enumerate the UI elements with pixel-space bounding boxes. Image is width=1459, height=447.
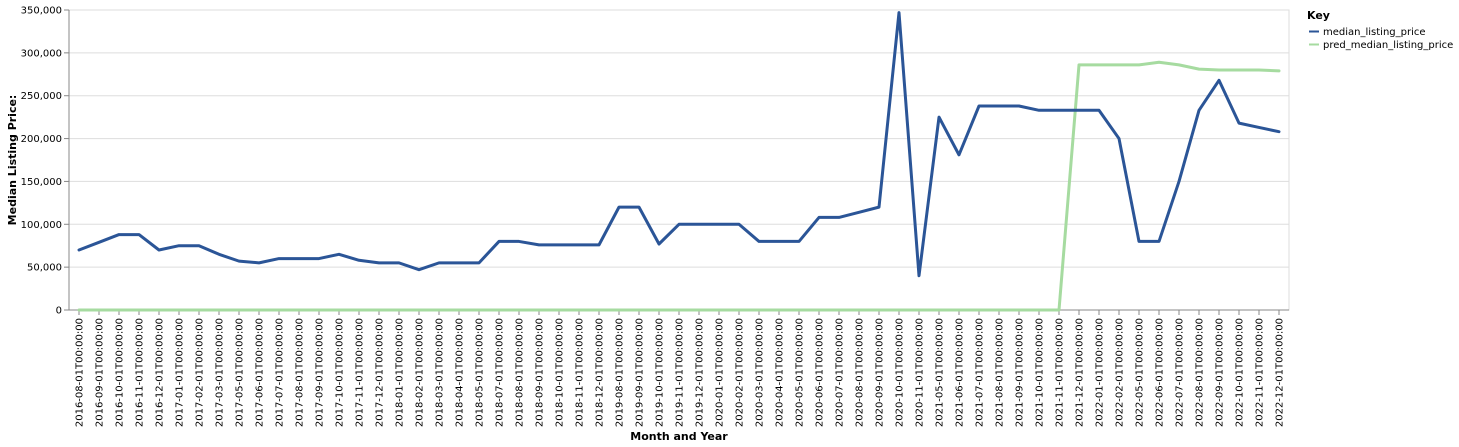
x-tick-label: 2022-07-01T00:00:00 bbox=[1175, 318, 1186, 427]
y-tick-label: 50,000 bbox=[27, 263, 62, 274]
x-tick-label: 2018-09-01T00:00:00 bbox=[535, 318, 546, 427]
x-tick-label: 2020-06-01T00:00:00 bbox=[815, 318, 826, 427]
y-tick-label: 300,000 bbox=[21, 48, 62, 59]
legend-title: Key bbox=[1307, 9, 1330, 22]
x-tick-label: 2022-09-01T00:00:00 bbox=[1215, 318, 1226, 427]
x-tick-label: 2020-03-01T00:00:00 bbox=[755, 318, 766, 427]
x-tick-label: 2018-11-01T00:00:00 bbox=[575, 318, 586, 427]
legend-label: pred_median_listing_price bbox=[1323, 40, 1453, 51]
x-tick-label: 2022-11-01T00:00:00 bbox=[1255, 318, 1266, 427]
x-tick-label: 2021-08-01T00:00:00 bbox=[995, 318, 1006, 427]
x-tick-label: 2022-05-01T00:00:00 bbox=[1135, 318, 1146, 427]
x-tick-label: 2018-08-01T00:00:00 bbox=[515, 318, 526, 427]
x-tick-label: 2021-10-01T00:00:00 bbox=[1035, 318, 1046, 427]
x-tick-label: 2018-10-01T00:00:00 bbox=[555, 318, 566, 427]
x-tick-label: 2020-01-01T00:00:00 bbox=[715, 318, 726, 427]
x-tick-label: 2020-02-01T00:00:00 bbox=[735, 318, 746, 427]
y-tick-label: 100,000 bbox=[21, 220, 62, 231]
x-tick-label: 2018-05-01T00:00:00 bbox=[475, 318, 486, 427]
x-tick-label: 2022-10-01T00:00:00 bbox=[1235, 318, 1246, 427]
x-tick-label: 2017-11-01T00:00:00 bbox=[355, 318, 366, 427]
x-tick-label: 2016-12-01T00:00:00 bbox=[155, 318, 166, 427]
x-tick-label: 2020-10-01T00:00:00 bbox=[895, 318, 906, 427]
x-tick-label: 2017-02-01T00:00:00 bbox=[195, 318, 206, 427]
x-tick-label: 2017-10-01T00:00:00 bbox=[335, 318, 346, 427]
x-tick-label: 2020-09-01T00:00:00 bbox=[875, 318, 886, 427]
y-tick-label: 0 bbox=[56, 306, 62, 317]
series-line-median-listing-price bbox=[77, 11, 1281, 278]
y-tick-label: 350,000 bbox=[21, 6, 62, 17]
x-tick-label: 2020-05-01T00:00:00 bbox=[795, 318, 806, 427]
x-tick-label: 2018-12-01T00:00:00 bbox=[595, 318, 606, 427]
x-tick-label: 2017-06-01T00:00:00 bbox=[255, 318, 266, 427]
x-tick-label: 2022-12-01T00:00:00 bbox=[1275, 318, 1286, 427]
x-tick-label: 2018-07-01T00:00:00 bbox=[495, 318, 506, 427]
x-tick-label: 2017-01-01T00:00:00 bbox=[175, 318, 186, 427]
x-tick-label: 2016-08-01T00:00:00 bbox=[75, 318, 86, 427]
y-axis-title: Median Listing Price: bbox=[6, 95, 19, 226]
y-tick-label: 250,000 bbox=[21, 91, 62, 102]
x-tick-label: 2018-01-01T00:00:00 bbox=[395, 318, 406, 427]
y-tick-label: 150,000 bbox=[21, 177, 62, 188]
x-tick-label: 2017-09-01T00:00:00 bbox=[315, 318, 326, 427]
x-tick-label: 2019-10-01T00:00:00 bbox=[655, 318, 666, 427]
x-tick-label: 2019-11-01T00:00:00 bbox=[675, 318, 686, 427]
x-axis-title: Month and Year bbox=[630, 430, 728, 443]
x-tick-label: 2019-12-01T00:00:00 bbox=[695, 318, 706, 427]
x-tick-label: 2016-09-01T00:00:00 bbox=[95, 318, 106, 427]
x-tick-label: 2017-12-01T00:00:00 bbox=[375, 318, 386, 427]
legend-label: median_listing_price bbox=[1323, 27, 1426, 38]
x-tick-label: 2018-02-01T00:00:00 bbox=[415, 318, 426, 427]
x-tick-label: 2021-07-01T00:00:00 bbox=[975, 318, 986, 427]
x-tick-label: 2021-11-01T00:00:00 bbox=[1055, 318, 1066, 427]
x-axis: 2016-08-01T00:00:00 2016-09-01T00:00:00 20… bbox=[69, 309, 1289, 427]
x-tick-label: 2020-04-01T00:00:00 bbox=[775, 318, 786, 427]
x-tick-label: 2022-02-01T00:00:00 bbox=[1115, 318, 1126, 427]
x-tick-label: 2018-04-01T00:00:00 bbox=[455, 318, 466, 427]
x-tick-label: 2017-05-01T00:00:00 bbox=[235, 318, 246, 427]
x-tick-label: 2021-12-01T00:00:00 bbox=[1075, 318, 1086, 427]
x-tick-label: 2022-06-01T00:00:00 bbox=[1155, 318, 1166, 427]
y-axis: 0 50,000 100,000 150,000 200,000 250,000 300,0… bbox=[21, 6, 70, 317]
grid-lines bbox=[68, 9, 1290, 311]
x-tick-label: 2016-10-01T00:00:00 bbox=[115, 318, 126, 427]
x-tick-label: 2022-01-01T00:00:00 bbox=[1095, 318, 1106, 427]
x-tick-label: 2018-03-01T00:00:00 bbox=[435, 318, 446, 427]
x-tick-label: 2021-09-01T00:00:00 bbox=[1015, 318, 1026, 427]
x-tick-label: 2021-05-01T00:00:00 bbox=[935, 318, 946, 427]
series-line-pred-median-listing-price bbox=[77, 60, 1281, 312]
x-tick-label: 2017-08-01T00:00:00 bbox=[295, 318, 306, 427]
x-tick-label: 2020-07-01T00:00:00 bbox=[835, 318, 846, 427]
x-tick-label: 2022-08-01T00:00:00 bbox=[1195, 318, 1206, 427]
series-lines bbox=[77, 11, 1281, 312]
x-tick-label: 2020-08-01T00:00:00 bbox=[855, 318, 866, 427]
x-tick-label: 2017-07-01T00:00:00 bbox=[275, 318, 286, 427]
y-tick-label: 200,000 bbox=[21, 134, 62, 145]
x-tick-label: 2019-09-01T00:00:00 bbox=[635, 318, 646, 427]
legend: Key median_listing_price pred_median_list… bbox=[1307, 9, 1453, 51]
x-tick-label: 2017-03-01T00:00:00 bbox=[215, 318, 226, 427]
x-tick-label: 2021-06-01T00:00:00 bbox=[955, 318, 966, 427]
x-tick-label: 2020-11-01T00:00:00 bbox=[915, 318, 926, 427]
x-tick-label: 2016-11-01T00:00:00 bbox=[135, 318, 146, 427]
x-tick-label: 2019-08-01T00:00:00 bbox=[615, 318, 626, 427]
plot-frame bbox=[68, 9, 1290, 311]
